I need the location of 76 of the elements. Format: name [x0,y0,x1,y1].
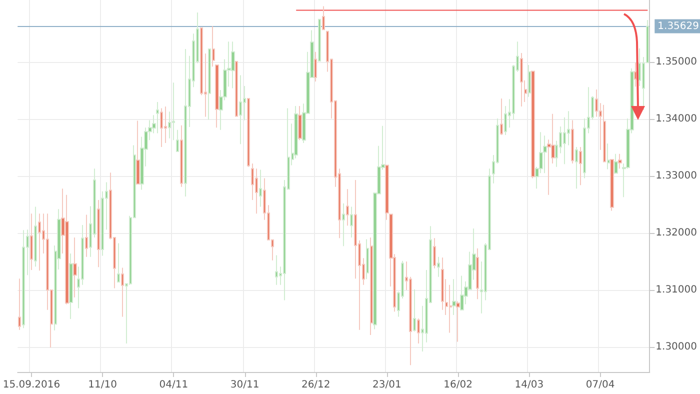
candlestick [618,153,622,170]
candlestick [350,206,353,238]
y-tick-label: 1.30000 [656,341,698,352]
candlestick [18,278,21,330]
candlestick [531,70,535,179]
candlestick [634,62,637,88]
x-tick-label: 26/12 [301,380,330,390]
candlestick [180,124,183,188]
candlestick [417,318,420,344]
candlestick [543,135,547,174]
candlestick [298,105,302,141]
candlestick [456,300,460,342]
candlestick [121,267,124,318]
candlestick [117,242,120,284]
x-tick-label: 14/03 [514,380,544,390]
x-tick-label: 16/02 [444,380,472,390]
candlestick [528,64,531,98]
candlestick [69,253,73,320]
candlestick [34,206,37,268]
candlestick [437,256,440,278]
candlestick [433,238,436,269]
candlestick [342,202,345,247]
x-tick-label: 30/11 [230,380,260,390]
x-tick-label: 04/11 [159,380,188,390]
candlestick [259,169,262,208]
candlestick [579,146,582,186]
candlestick [603,104,606,162]
candlestick [275,254,278,286]
x-tick-label: 11/10 [88,380,117,390]
candlestick [571,120,574,164]
candlestick [370,237,373,336]
y-tick-label: 1.32000 [656,228,698,238]
candlestick [610,159,614,212]
candlestick [575,146,578,190]
candlestick [239,74,242,145]
candlestick [208,48,211,120]
candlestick [164,106,167,144]
candlestick [452,278,456,316]
candlestick [385,164,389,220]
x-tick-label: 23/01 [372,380,402,390]
candlestick [314,51,317,82]
y-tick-label: 1.35000 [656,56,698,68]
candlestick [184,48,187,198]
candlestick [73,237,77,298]
x-tick-label: 07/04 [586,380,615,390]
ref-line-label: 1.35629 [658,20,700,32]
candlestick [30,213,33,271]
candlestick [520,52,523,108]
candlestick [160,108,163,148]
candlestick [500,98,503,136]
candlestick [607,143,610,170]
candlestick [38,213,41,272]
candlestick [235,61,238,118]
candlestick [176,129,179,152]
candlestick [247,98,250,168]
candlestick [231,41,235,89]
candlestick [346,188,349,226]
candlestick [476,248,479,300]
candlestick [85,214,88,258]
candlestick [22,230,25,329]
candlestick [212,26,215,68]
candlestick [366,238,369,280]
candlestick [460,275,464,311]
y-tick-label: 1.33000 [656,170,698,182]
candlestick [322,6,325,30]
candlestick [215,64,219,128]
y-tick-label: 1.31000 [656,284,698,296]
candlestick [318,18,321,62]
candlestick [614,153,618,174]
x-tick-label: 15.09.2016 [2,380,60,390]
candlestick [156,101,159,134]
candlestick [136,120,140,185]
y-tick-label: 1.34000 [656,114,698,125]
candlestick [172,82,175,141]
candlestick [413,288,416,332]
candlestick [97,199,100,268]
